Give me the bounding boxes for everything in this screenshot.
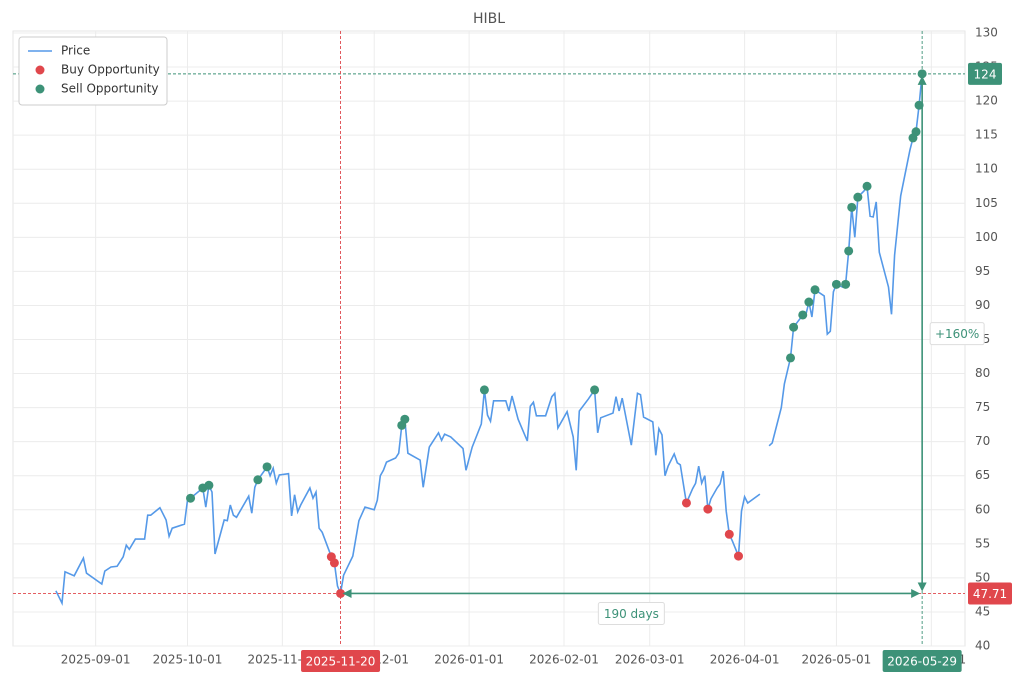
y-tick-label: 95 <box>975 264 990 278</box>
y-tick-label: 50 <box>975 570 990 584</box>
change-label: +160% <box>935 327 979 341</box>
x-tick-label: 2025-11-01 <box>248 653 318 667</box>
signal-point <box>798 310 808 320</box>
x-tick-label: 2026-01-01 <box>434 653 504 667</box>
legend-marker <box>35 65 45 75</box>
y-tick-label: 45 <box>975 604 990 618</box>
signal-point <box>590 385 600 395</box>
signal-point <box>479 385 489 395</box>
signal-point <box>400 414 410 424</box>
y-tick-label: 55 <box>975 536 990 550</box>
signal-point <box>329 558 339 568</box>
y-tick-label: 115 <box>975 128 998 142</box>
arrow-head <box>917 75 927 85</box>
x-tick-label: 2026-04-01 <box>710 653 780 667</box>
legend-label: Price <box>61 44 90 58</box>
signal-point <box>911 127 921 137</box>
arrow-head <box>917 582 927 592</box>
y-tick-label: 105 <box>975 196 998 210</box>
signal-point <box>847 202 857 212</box>
signal-point <box>844 246 854 256</box>
x-tick-label: 2025-10-01 <box>153 653 223 667</box>
signal-point <box>831 279 841 289</box>
signal-point <box>733 551 743 561</box>
x-tick-label: 2026-02-01 <box>529 653 599 667</box>
signal-point <box>862 181 872 191</box>
change-label-box <box>929 322 985 346</box>
x-tick-label: 2026-03-01 <box>615 653 685 667</box>
signal-point <box>853 192 863 202</box>
signal-point <box>253 475 263 485</box>
duration-label: 190 days <box>604 607 659 621</box>
signal-point <box>204 480 214 490</box>
signal-point <box>336 588 346 598</box>
price-line <box>55 73 923 606</box>
arrow-head <box>911 588 921 598</box>
plot-frame <box>12 30 966 647</box>
low-value-label-box <box>968 582 1012 605</box>
duration-label-box <box>597 601 665 625</box>
y-tick-label: 40 <box>975 639 990 653</box>
x-tick-label: 2025-09-01 <box>61 653 131 667</box>
high-date-label: 2026-05-29 <box>887 655 957 669</box>
y-tick-label: 120 <box>975 94 998 108</box>
signal-point <box>703 504 713 514</box>
y-tick-label: 75 <box>975 400 990 414</box>
signal-point <box>810 285 820 295</box>
y-tick-label: 80 <box>975 366 990 380</box>
y-tick-label: 130 <box>975 26 998 40</box>
y-tick-label: 100 <box>975 230 998 244</box>
legend-label: Sell Opportunity <box>61 82 159 96</box>
signal-point <box>724 529 734 539</box>
legend-frame <box>18 36 168 106</box>
high-date-label-box <box>882 650 962 672</box>
legend: Price Buy Opportunity Sell Opportunity <box>18 36 168 106</box>
signal-point <box>789 322 799 332</box>
low-date-label: 2025-11-20 <box>306 655 376 669</box>
x-tick-label: 2026-05-01 <box>802 653 872 667</box>
signal-point <box>786 353 796 363</box>
y-tick-label: 110 <box>975 162 998 176</box>
y-tick-label: 60 <box>975 502 990 516</box>
y-tick-label: 70 <box>975 434 990 448</box>
y-tick-label: 90 <box>975 298 990 312</box>
high-value-label-box <box>968 62 1002 85</box>
high-value-label: 124 <box>974 67 997 81</box>
signal-point <box>262 462 272 472</box>
signal-point <box>681 498 691 508</box>
low-value-label: 47.71 <box>973 587 1007 601</box>
signal-point <box>804 297 814 307</box>
signal-point <box>841 279 851 289</box>
legend-label: Buy Opportunity <box>61 63 160 77</box>
low-date-label-box <box>301 650 381 672</box>
y-tick-label: 65 <box>975 468 990 482</box>
signal-point <box>917 69 927 79</box>
signal-point <box>914 100 924 110</box>
legend-marker <box>35 84 45 94</box>
arrow-head <box>342 588 352 598</box>
signal-point <box>186 493 196 503</box>
chart-title: HIBL <box>473 11 505 27</box>
